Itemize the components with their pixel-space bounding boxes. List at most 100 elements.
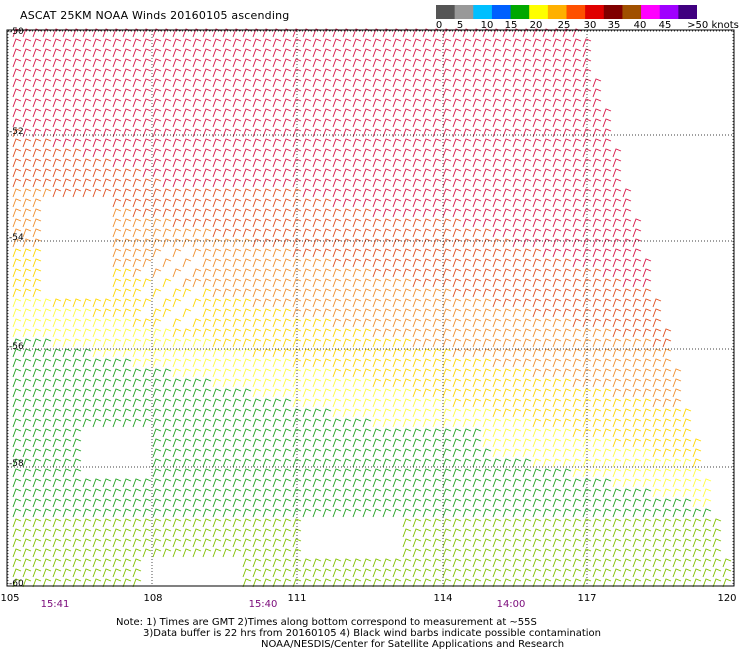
wind-barb xyxy=(322,268,332,278)
wind-barb xyxy=(52,528,62,538)
wind-barb xyxy=(82,188,92,198)
wind-barb xyxy=(112,238,122,248)
wind-barb xyxy=(342,388,352,398)
wind-barb xyxy=(342,368,352,378)
wind-barb xyxy=(412,278,422,288)
wind-barb xyxy=(202,448,212,458)
wind-barb xyxy=(522,558,532,568)
wind-barb xyxy=(512,478,522,488)
wind-barb xyxy=(272,318,282,328)
wind-barb xyxy=(22,408,32,418)
wind-barb xyxy=(352,118,362,128)
wind-barb xyxy=(562,98,572,108)
wind-barb xyxy=(12,568,22,578)
speed-tick-label: 20 xyxy=(529,20,543,31)
wind-barb xyxy=(432,198,442,208)
wind-barb xyxy=(582,398,592,408)
wind-barb xyxy=(512,518,522,528)
wind-barb xyxy=(312,68,322,78)
wind-barb xyxy=(502,458,512,468)
wind-barb xyxy=(182,118,192,128)
wind-barb xyxy=(482,268,492,278)
wind-barb xyxy=(422,308,432,318)
wind-barb xyxy=(362,578,372,588)
wind-barb xyxy=(132,368,142,378)
wind-barb xyxy=(222,58,232,68)
wind-barb xyxy=(482,318,492,328)
wind-barb xyxy=(312,418,322,428)
wind-barb xyxy=(12,318,22,328)
wind-barb xyxy=(142,218,152,228)
wind-barb xyxy=(602,128,612,138)
wind-barb xyxy=(292,368,302,378)
wind-barb xyxy=(292,118,302,128)
wind-barb xyxy=(372,358,382,368)
wind-barb xyxy=(362,498,372,508)
wind-barb xyxy=(142,88,152,98)
wind-barb xyxy=(262,258,272,268)
wind-barb xyxy=(382,458,392,468)
wind-barb xyxy=(632,428,642,438)
wind-barb xyxy=(452,238,462,248)
wind-barb xyxy=(362,258,372,268)
wind-barb xyxy=(632,568,642,578)
wind-barb xyxy=(42,558,52,568)
wind-barb xyxy=(572,218,582,228)
wind-barb xyxy=(72,158,82,168)
wind-barb xyxy=(452,528,462,538)
wind-barb xyxy=(402,518,412,528)
wind-barb xyxy=(122,398,132,408)
wind-barb xyxy=(262,68,272,78)
wind-barb xyxy=(362,168,372,178)
wind-barb xyxy=(22,398,32,408)
wind-barb xyxy=(542,568,552,578)
wind-barb xyxy=(122,168,132,178)
wind-barb xyxy=(62,438,72,448)
wind-barb xyxy=(382,268,392,278)
wind-barb xyxy=(42,108,52,118)
wind-barb xyxy=(282,168,292,178)
wind-barb xyxy=(402,368,412,378)
wind-barb xyxy=(232,178,242,188)
wind-barb xyxy=(502,268,512,278)
wind-barb xyxy=(322,388,332,398)
wind-barb xyxy=(452,218,462,228)
wind-barb xyxy=(72,138,82,148)
wind-barb xyxy=(162,178,172,188)
wind-barb xyxy=(162,48,172,58)
wind-barb xyxy=(202,288,212,298)
wind-barb xyxy=(572,228,582,238)
wind-barb xyxy=(452,308,462,318)
wind-barb xyxy=(302,268,312,278)
wind-barb xyxy=(432,228,442,238)
wind-barb xyxy=(372,108,382,118)
wind-barb xyxy=(92,98,102,108)
wind-barb xyxy=(12,478,22,488)
wind-barb xyxy=(452,138,462,148)
wind-barb xyxy=(562,88,572,98)
wind-barb xyxy=(22,448,32,458)
wind-barb xyxy=(192,128,202,138)
wind-barb xyxy=(582,268,592,278)
wind-barb xyxy=(182,498,192,508)
wind-barb xyxy=(222,318,232,328)
wind-barb xyxy=(282,458,292,468)
wind-barb xyxy=(532,98,542,108)
wind-barb xyxy=(562,148,572,158)
wind-barb xyxy=(482,188,492,198)
wind-barb xyxy=(22,528,32,538)
wind-barb xyxy=(462,408,472,418)
wind-barb xyxy=(102,348,112,358)
wind-barb xyxy=(112,518,122,528)
wind-barb xyxy=(182,358,192,368)
wind-barb xyxy=(282,308,292,318)
wind-barb xyxy=(632,218,642,228)
wind-barb xyxy=(622,468,632,478)
wind-barb xyxy=(342,558,352,568)
wind-barb xyxy=(652,458,662,468)
wind-barb xyxy=(572,118,582,128)
wind-barb xyxy=(192,408,202,418)
wind-barb xyxy=(352,318,362,328)
wind-barb xyxy=(482,518,492,528)
wind-barb xyxy=(442,268,452,278)
